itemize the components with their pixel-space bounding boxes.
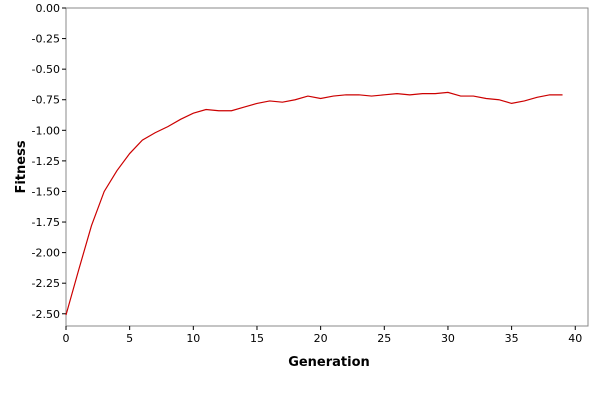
series-layer <box>65 91 563 316</box>
y-tick-label: -2.00 <box>32 247 60 260</box>
fitness-series-line <box>65 91 563 316</box>
y-tick-label: -2.50 <box>32 308 60 321</box>
x-tick-label: 5 <box>126 332 133 345</box>
y-tick-label: -0.75 <box>32 94 60 107</box>
y-tick-label: -0.50 <box>32 63 60 76</box>
y-tick-label: -2.25 <box>32 277 60 290</box>
y-tick-label: -1.25 <box>32 155 60 168</box>
x-axis-title: Generation <box>288 355 370 370</box>
y-tick-label: -0.25 <box>32 33 60 46</box>
x-tick-label: 35 <box>505 332 519 345</box>
x-tick-label: 25 <box>377 332 391 345</box>
y-axis-ticks: 0.00 -0.25 -0.50 -0.75 -1.00 -1.25 -1.50 -1.75 -… <box>32 2 66 321</box>
plot-area <box>65 7 589 327</box>
x-tick-label: 30 <box>441 332 455 345</box>
x-tick-label: 40 <box>568 332 582 345</box>
x-tick-label: 15 <box>250 332 264 345</box>
x-axis-ticks: 0 5 10 15 20 25 30 35 40 <box>63 326 582 345</box>
x-tick-label: 0 <box>63 332 70 345</box>
x-tick-label: 10 <box>186 332 200 345</box>
y-tick-label: 0.00 <box>36 2 61 15</box>
y-axis-title: Fitness <box>14 140 29 193</box>
x-tick-label: 20 <box>314 332 328 345</box>
y-tick-label: -1.50 <box>32 185 60 198</box>
y-tick-label: -1.00 <box>32 124 60 137</box>
y-tick-label: -1.75 <box>32 216 60 229</box>
